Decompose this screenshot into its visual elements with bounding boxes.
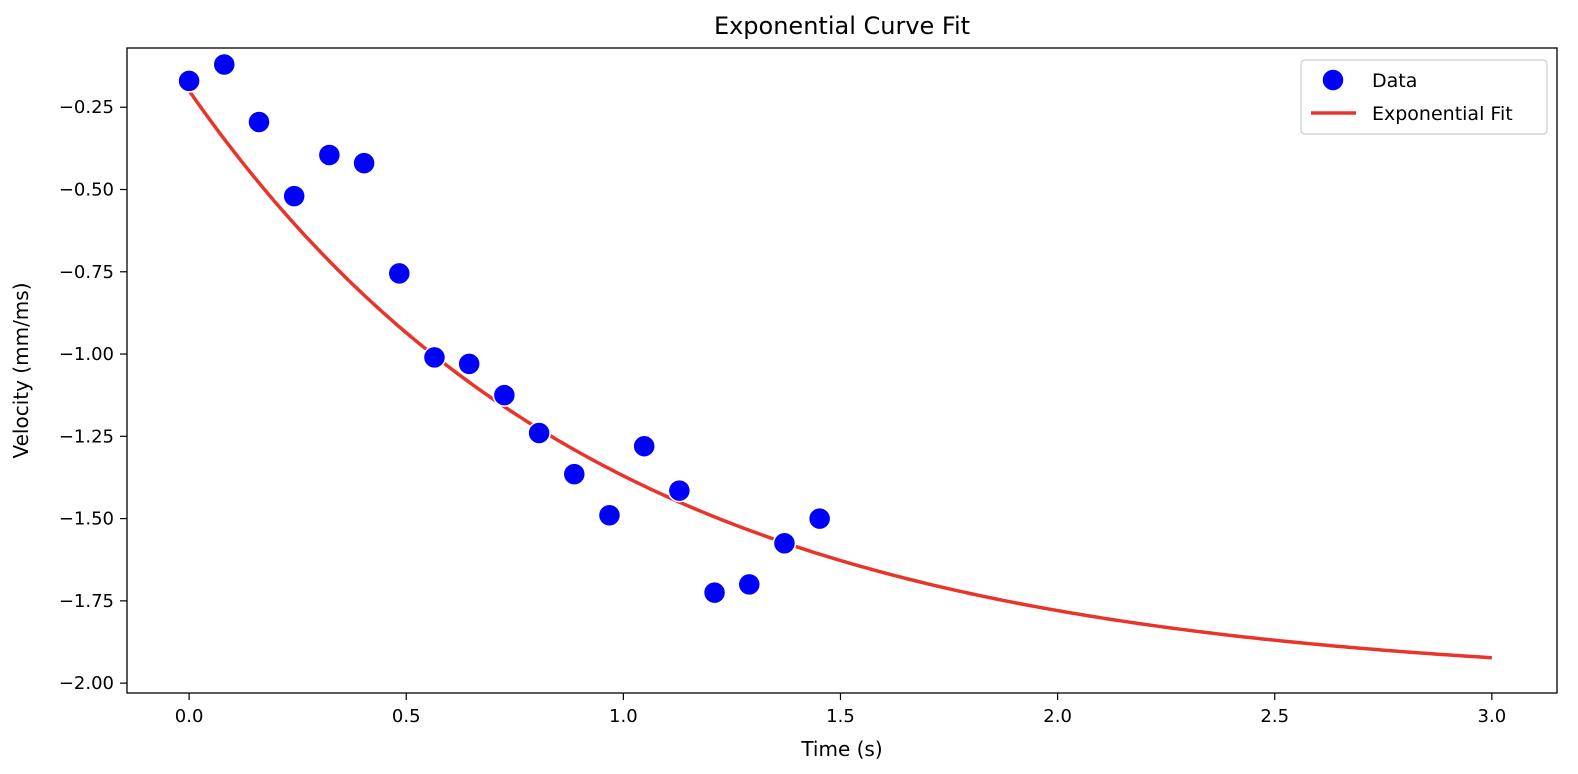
data-point — [772, 531, 797, 556]
fit-line — [187, 89, 1492, 660]
data-point — [737, 572, 762, 597]
data-point — [177, 69, 201, 93]
x-tick-label: 2.0 — [1043, 706, 1072, 727]
axes-frame — [126, 47, 1558, 694]
legend: Data Exponential Fit — [1300, 59, 1548, 135]
data-point — [422, 345, 447, 370]
data-point — [492, 383, 517, 407]
data-point — [457, 352, 481, 376]
x-tick-label: 0.0 — [175, 706, 204, 727]
legend-label-fit: Exponential Fit — [1372, 103, 1513, 125]
y-tick-label: −2.00 — [59, 673, 114, 694]
x-axis: 0.0 0.5 1.0 1.5 2.0 2.5 3.0 — [175, 693, 1506, 727]
legend-marker-data — [1321, 68, 1345, 92]
data-point — [527, 421, 551, 445]
data-point — [632, 434, 656, 458]
y-axis-label: Velocity (mm/ms) — [9, 282, 33, 458]
x-tick-label: 2.5 — [1260, 706, 1289, 727]
x-tick-label: 1.0 — [609, 706, 638, 727]
data-point — [247, 110, 271, 134]
data-point — [212, 52, 237, 77]
data-point — [317, 143, 342, 167]
plot-area — [177, 52, 1492, 660]
y-tick-label: −0.25 — [59, 97, 114, 118]
y-tick-label: −1.25 — [59, 426, 114, 447]
x-axis-label: Time (s) — [800, 737, 882, 761]
x-tick-label: 0.5 — [392, 706, 421, 727]
x-tick-label: 3.0 — [1478, 706, 1507, 727]
y-tick-label: −1.00 — [59, 344, 114, 365]
chart-title: Exponential Curve Fit — [714, 12, 970, 40]
data-point — [562, 462, 587, 486]
data-point — [807, 506, 832, 531]
data-point — [667, 478, 692, 503]
data-point — [387, 261, 412, 286]
data-point — [597, 503, 622, 528]
legend-box — [1300, 59, 1548, 135]
data-point — [702, 580, 727, 605]
legend-label-data: Data — [1372, 70, 1417, 92]
data-point — [352, 151, 376, 175]
y-tick-label: −0.50 — [59, 180, 114, 201]
y-tick-label: −0.75 — [59, 262, 114, 283]
y-tick-label: −1.50 — [59, 509, 114, 530]
data-point — [282, 184, 306, 208]
y-tick-label: −1.75 — [59, 591, 114, 612]
y-axis: −0.25 −0.50 −0.75 −1.00 −1.25 −1.50 −1.75 −2.00 — [59, 97, 127, 694]
x-tick-label: 1.5 — [826, 706, 855, 727]
